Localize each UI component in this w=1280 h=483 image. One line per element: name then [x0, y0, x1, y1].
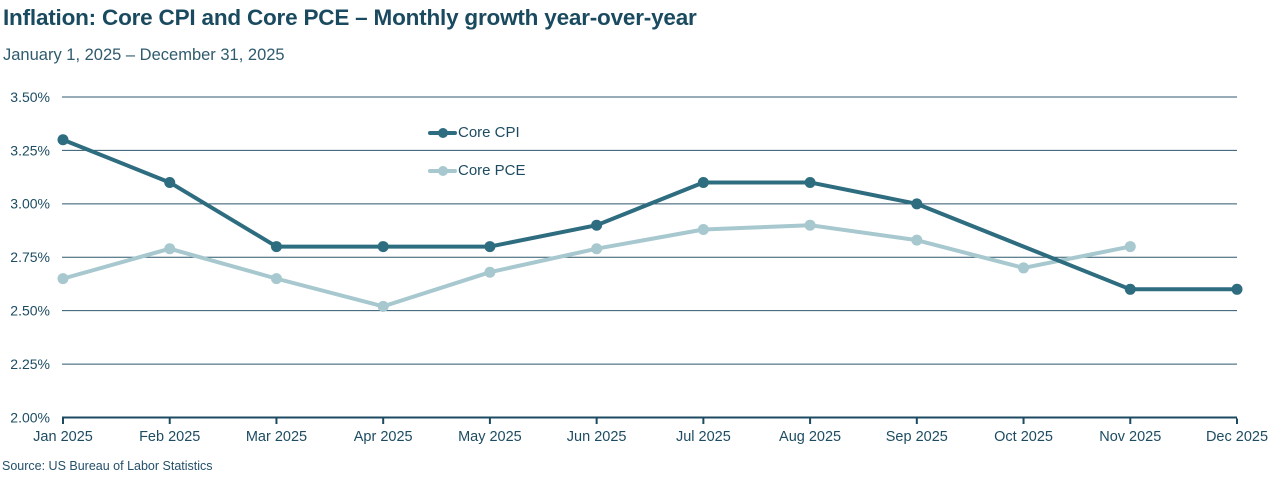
- core-cpi-point-jun-2025: [591, 219, 603, 231]
- core-cpi-point-jul-2025: [697, 176, 709, 188]
- legend-item-core-cpi: Core CPI: [428, 124, 520, 141]
- core-pce-point-jan-2025: [57, 273, 69, 285]
- source-caption: Source: US Bureau of Labor Statistics: [2, 459, 213, 473]
- x-axis-label-aug-2025: Aug 2025: [779, 429, 841, 445]
- legend-label-core-cpi: Core CPI: [458, 124, 520, 141]
- y-axis-label: 3.00%: [10, 196, 50, 212]
- core-cpi-legend-dot-icon: [437, 127, 448, 138]
- core-pce-line: [61, 223, 1133, 309]
- core-pce-point-jul-2025: [697, 223, 709, 235]
- x-axis-label-jun-2025: Jun 2025: [567, 429, 627, 445]
- x-axis-label-oct-2025: Oct 2025: [994, 429, 1053, 445]
- core-pce-legend-marker-icon: [428, 165, 457, 176]
- y-axis-label: 2.25%: [10, 356, 50, 372]
- core-cpi-point-may-2025: [484, 241, 496, 253]
- core-cpi-point-apr-2025: [377, 241, 389, 253]
- core-cpi-point-dec-2025: [1231, 283, 1243, 295]
- x-axis-label-sep-2025: Sep 2025: [886, 429, 948, 445]
- core-cpi-point-feb-2025: [164, 176, 176, 188]
- core-pce-point-nov-2025: [1124, 241, 1136, 253]
- core-cpi-point-mar-2025: [270, 241, 282, 253]
- core-pce-point-jun-2025: [591, 243, 603, 255]
- y-axis-label: 2.75%: [10, 249, 50, 265]
- core-pce-point-apr-2025: [377, 300, 389, 312]
- core-pce-point-aug-2025: [804, 219, 816, 231]
- core-cpi-point-jan-2025: [57, 134, 69, 146]
- core-pce-point-mar-2025: [270, 273, 282, 285]
- core-cpi-legend-marker-icon: [428, 127, 457, 138]
- x-axis-label-nov-2025: Nov 2025: [1099, 429, 1161, 445]
- core-pce-legend-dot-icon: [437, 165, 448, 176]
- page-title: Inflation: Core CPI and Core PCE – Month…: [3, 5, 697, 30]
- core-cpi-point-nov-2025: [1124, 283, 1136, 295]
- legend-label-core-pce: Core PCE: [458, 162, 526, 179]
- y-axis-label: 3.50%: [10, 89, 50, 105]
- core-pce-point-sep-2025: [911, 234, 923, 246]
- x-axis-label-apr-2025: Apr 2025: [354, 429, 413, 445]
- core-pce-point-feb-2025: [164, 243, 176, 255]
- x-axis-label-mar-2025: Mar 2025: [246, 429, 307, 445]
- y-axis-label: 2.00%: [10, 409, 50, 425]
- y-axis-label: 2.50%: [10, 303, 50, 319]
- core-pce-point-oct-2025: [1018, 262, 1030, 274]
- core-cpi-point-aug-2025: [804, 176, 816, 188]
- chart-subtitle: January 1, 2025 – December 31, 2025: [3, 46, 285, 64]
- x-axis-label-dec-2025: Dec 2025: [1206, 429, 1268, 445]
- x-axis-label-jan-2025: Jan 2025: [33, 429, 93, 445]
- core-pce-point-may-2025: [484, 266, 496, 278]
- x-axis-label-feb-2025: Feb 2025: [139, 429, 200, 445]
- core-cpi-point-sep-2025: [911, 198, 923, 210]
- y-axis-label: 3.25%: [10, 142, 50, 158]
- legend-item-core-pce: Core PCE: [428, 162, 526, 179]
- x-axis-label-may-2025: May 2025: [458, 429, 522, 445]
- x-axis-label-jul-2025: Jul 2025: [676, 429, 731, 445]
